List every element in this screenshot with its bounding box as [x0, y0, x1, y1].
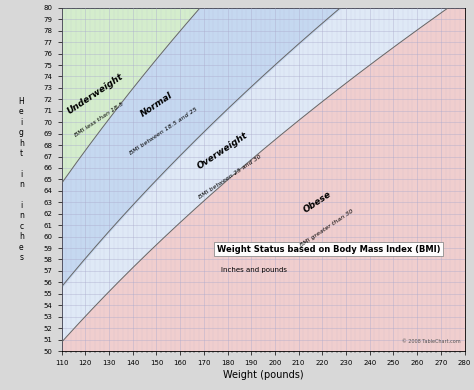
Text: BMI between 18.5 and 25: BMI between 18.5 and 25 [129, 107, 198, 156]
Text: Normal: Normal [139, 91, 174, 119]
X-axis label: Weight (pounds): Weight (pounds) [223, 370, 303, 380]
Text: Inches and pounds: Inches and pounds [221, 267, 287, 273]
Text: BMI between 25 and 30: BMI between 25 and 30 [198, 154, 262, 200]
Text: Underweight: Underweight [65, 71, 125, 116]
Text: H
e
i
g
h
t

i
n

i
n
c
h
e
s: H e i g h t i n i n c h e s [18, 97, 24, 262]
Text: © 2008 TableChart.com: © 2008 TableChart.com [402, 339, 460, 344]
Text: Obese: Obese [302, 190, 333, 215]
Text: BMI less than 18.5: BMI less than 18.5 [74, 102, 125, 138]
Text: Overweight: Overweight [196, 131, 250, 171]
Text: BMI greater than 30: BMI greater than 30 [300, 209, 355, 248]
Text: Weight Status based on Body Mass Index (BMI): Weight Status based on Body Mass Index (… [217, 245, 440, 254]
